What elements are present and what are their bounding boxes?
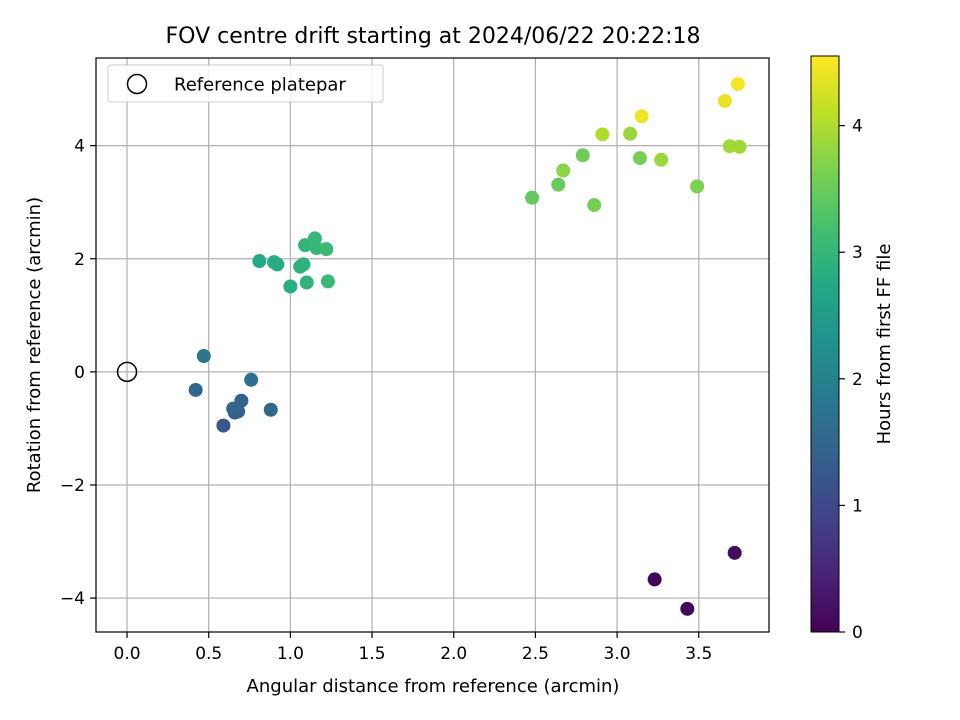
x-tick-label: 1.0: [277, 644, 304, 664]
data-point: [525, 190, 540, 205]
data-point: [634, 109, 649, 124]
data-point: [283, 279, 298, 294]
data-point: [587, 198, 602, 213]
plot-frame: [95, 57, 770, 633]
data-point: [244, 372, 259, 387]
x-tick-label: 3.0: [604, 644, 631, 664]
plot-background: [96, 58, 769, 632]
x-tick-label: 2.5: [522, 644, 549, 664]
x-tick-label: 3.5: [685, 644, 712, 664]
y-tick-label: 2: [74, 250, 85, 270]
data-point: [551, 177, 566, 192]
data-point: [196, 349, 211, 364]
colorbar-tick-label: 0: [852, 623, 863, 643]
legend-box: [107, 64, 384, 103]
x-tick-label: 0.0: [114, 644, 141, 664]
colorbar-ticks: 0 1 2 3 4: [839, 117, 863, 643]
data-point: [252, 254, 267, 269]
colorbar-tick-label: 3: [852, 243, 863, 263]
reference-platepar-marker: [116, 361, 138, 383]
data-point: [188, 382, 203, 397]
data-point: [299, 275, 314, 290]
data-point: [690, 179, 705, 194]
data-point: [298, 238, 313, 253]
colorbar-tick-label: 4: [852, 117, 863, 137]
data-point: [623, 126, 638, 141]
y-tick-label: 4: [74, 137, 85, 157]
data-point: [319, 242, 334, 257]
legend-marker-icon: [126, 73, 148, 95]
colorbar-label: Hours from first FF file: [874, 244, 895, 445]
data-point: [320, 274, 335, 289]
x-axis-ticks: 0.0 0.5 1.0 1.5 2.0 2.5 3.0 3.5: [114, 632, 712, 664]
data-point: [654, 152, 669, 167]
y-tick-label: 0: [74, 363, 85, 383]
colorbar-gradient: [810, 55, 840, 633]
data-point: [680, 601, 695, 616]
data-point: [556, 163, 571, 178]
data-point: [730, 77, 745, 92]
y-tick-label: −2: [60, 476, 85, 496]
y-axis-ticks: −4 −2 0 2 4: [60, 137, 96, 609]
data-point: [647, 572, 662, 587]
y-tick-label: −4: [60, 589, 85, 609]
x-axis-label: Angular distance from reference (arcmin): [247, 676, 620, 697]
data-point: [216, 418, 231, 433]
colorbar-tick-label: 2: [852, 370, 863, 390]
chart-title: FOV centre drift starting at 2024/06/22 …: [166, 24, 701, 49]
data-point: [632, 151, 647, 166]
colorbar-tick-label: 1: [852, 496, 863, 516]
data-point: [595, 127, 610, 142]
data-point: [575, 148, 590, 163]
y-axis-label: Rotation from reference (arcmin): [24, 197, 45, 493]
data-point: [717, 93, 732, 108]
legend-label: Reference platepar: [174, 75, 346, 96]
grid: [96, 58, 769, 632]
plot-area: 0.0 0.5 1.0 1.5 2.0 2.5 3.0 3.5 −4 −2 0 2 4: [60, 57, 770, 664]
x-tick-label: 2.0: [440, 644, 467, 664]
x-tick-label: 1.5: [359, 644, 386, 664]
colorbar: 0 1 2 3 4 Hours from first FF file: [810, 55, 895, 643]
data-points: [188, 77, 747, 616]
data-point: [226, 401, 241, 416]
data-point: [296, 257, 311, 272]
data-point: [263, 402, 278, 417]
legend: Reference platepar: [107, 64, 384, 103]
data-point: [270, 257, 285, 272]
x-tick-label: 0.5: [195, 644, 222, 664]
data-point: [732, 139, 747, 154]
data-point: [727, 545, 742, 560]
